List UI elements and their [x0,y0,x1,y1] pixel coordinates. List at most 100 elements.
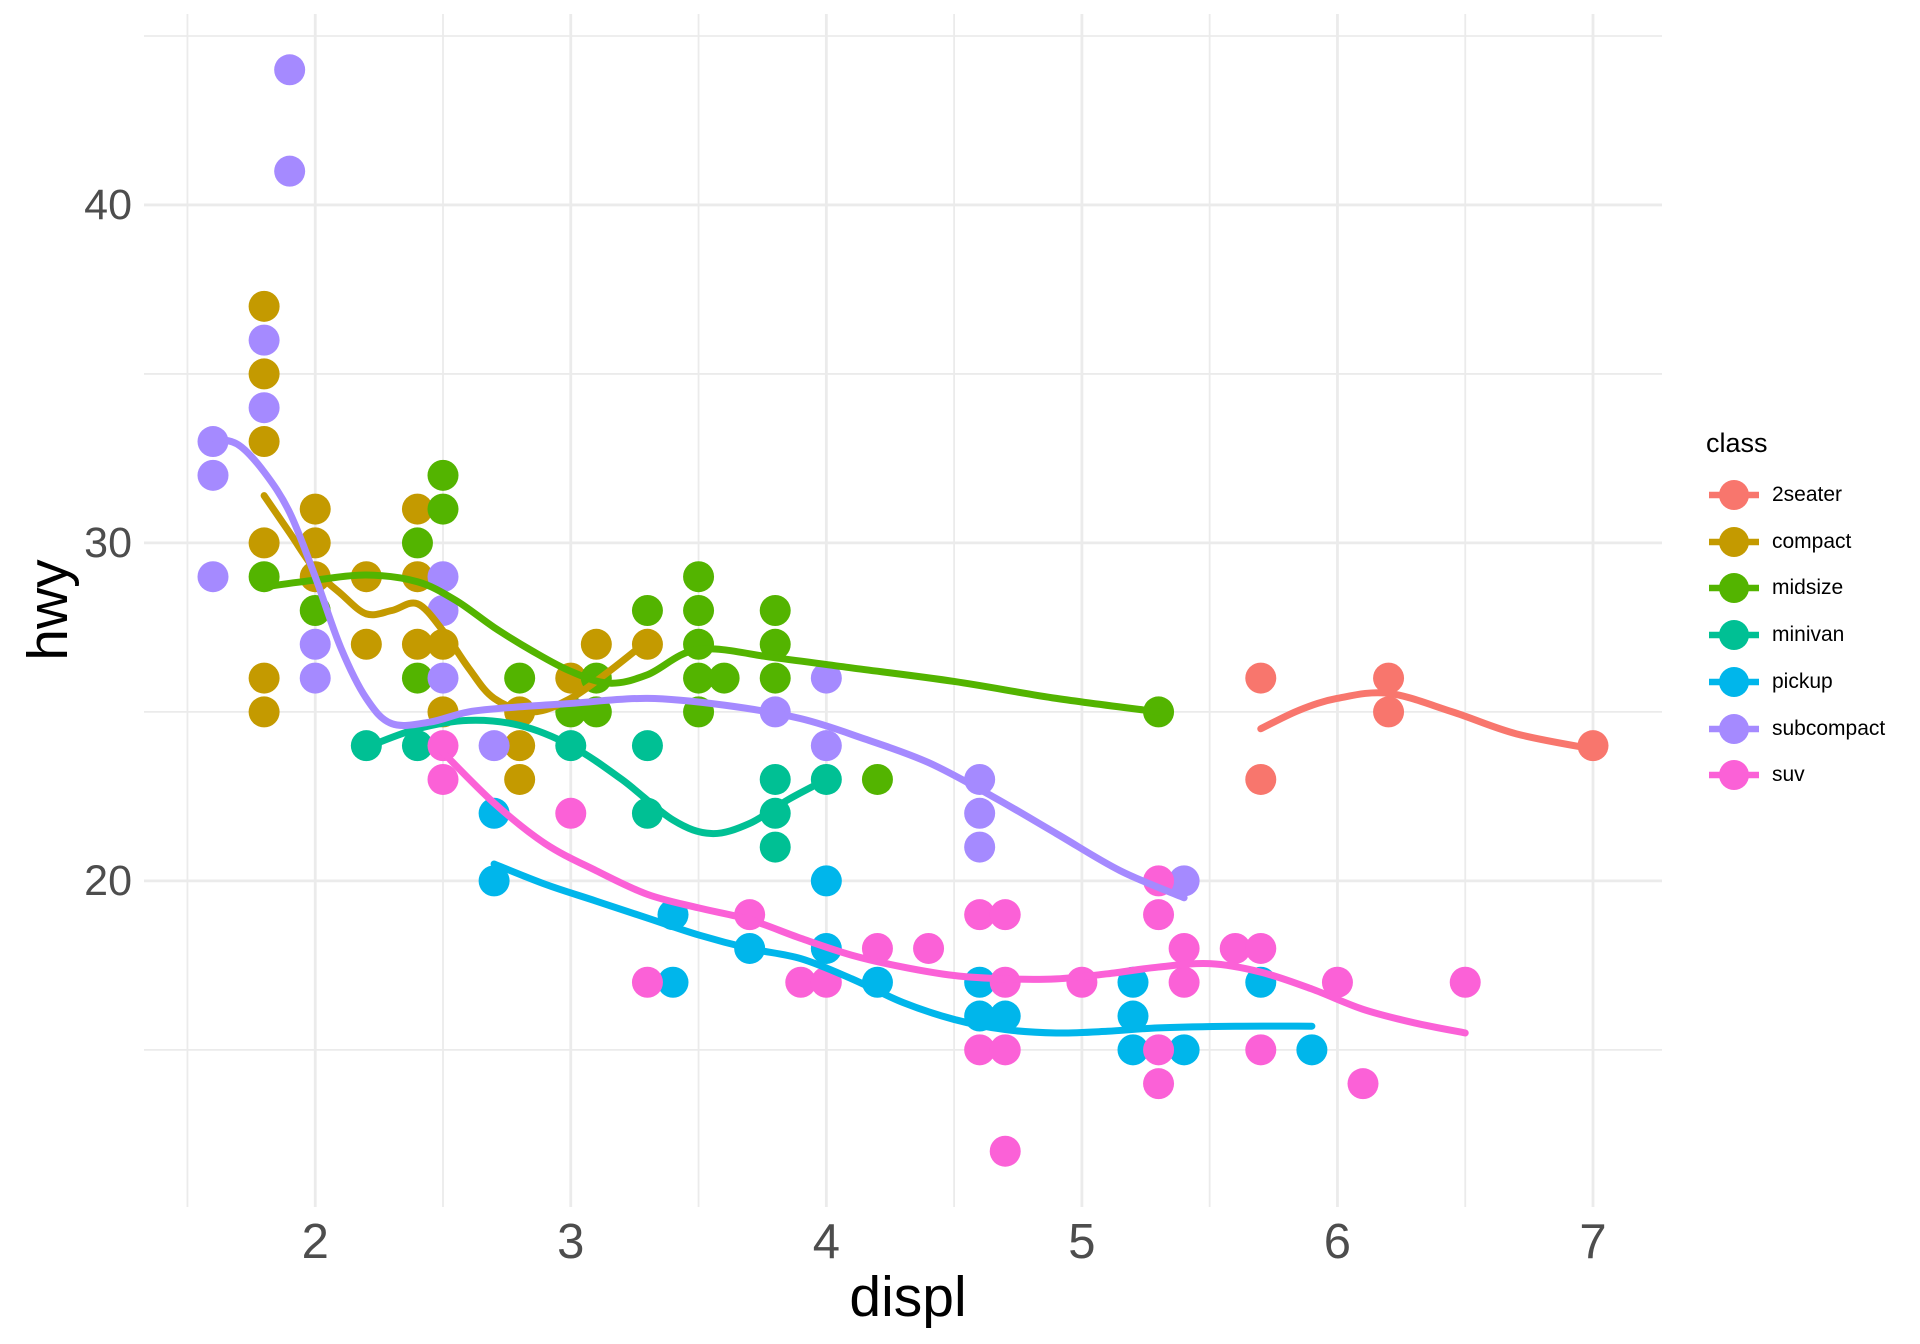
data-point-compact [299,493,331,525]
legend-key-midsize [1709,573,1759,604]
legend-key-dot [1719,713,1749,744]
data-point-subcompact [964,797,996,829]
data-point-subcompact [274,54,306,86]
legend-entry-pickup: pickup [1706,659,1833,705]
data-point-suv [785,966,817,998]
x-tick-label: 7 [1579,1215,1607,1269]
x-tick-label: 2 [301,1215,329,1269]
data-point-pickup [1296,1034,1328,1066]
data-point-midsize [708,662,740,694]
data-point-2seater [1245,763,1277,795]
data-point-midsize [683,595,715,626]
y-axis-title: hwy [16,559,80,661]
smooth-line-pickup [490,860,1316,1037]
x-tick-label: 4 [812,1215,840,1269]
data-point-compact [248,662,280,694]
data-point-compact [504,730,536,762]
y-tick-label: 20 [84,856,132,905]
legend-entry-midsize: midsize [1706,565,1843,611]
data-point-subcompact [274,155,306,187]
legend-key-pickup [1709,666,1759,697]
legend-entry-label: compact [1772,529,1852,553]
legend-key-compact [1709,526,1759,557]
legend-key-dot [1719,620,1749,651]
legend-key-dot [1719,480,1749,510]
legend-key-dot [1719,573,1749,604]
legend-entry-2seater: 2seater [1706,472,1842,518]
data-point-suv [1219,932,1251,964]
legend-entry-minivan: minivan [1706,612,1844,658]
data-point-subcompact [810,730,842,762]
data-point-compact [350,628,382,660]
legend-key-dot [1719,760,1749,791]
data-point-suv [989,1034,1021,1066]
data-point-midsize [631,595,663,626]
data-point-subcompact [197,561,229,593]
smooth-line-2seater [1257,689,1597,753]
data-point-compact [401,493,433,525]
legend-key-suv [1709,760,1759,791]
data-point-midsize [683,561,715,593]
legend-key-2seater [1709,480,1759,510]
y-tick-label: 30 [84,518,132,567]
data-point-compact [401,628,433,660]
data-point-suv [1168,966,1200,998]
data-point-midsize [427,493,459,525]
data-point-suv [1143,1034,1175,1066]
data-point-compact [248,290,280,322]
data-point-minivan [401,730,433,762]
data-point-2seater [1373,662,1405,694]
data-point-suv [1143,1068,1175,1100]
legend-entry-label: midsize [1772,576,1844,600]
smooth-line-minivan [362,716,830,838]
smooth-line-midsize [260,571,1163,716]
data-point-pickup [1117,1034,1149,1066]
data-point-suv [1245,1034,1277,1066]
data-point-subcompact [427,561,459,593]
legend-entry-label: pickup [1772,669,1833,693]
legend-title: class [1706,428,1768,458]
data-point-midsize [504,662,536,694]
data-point-midsize [759,662,791,694]
x-axis-title: displ [849,1265,967,1329]
data-point-subcompact [810,662,842,694]
data-point-suv [861,932,893,964]
data-point-pickup [1168,1034,1200,1066]
data-point-suv [1245,932,1277,964]
data-point-suv [427,763,459,795]
data-point-subcompact [1168,865,1200,897]
legend-entry-label: suv [1772,763,1805,787]
legend-key-dot [1719,666,1749,697]
data-point-subcompact [299,662,331,694]
data-point-compact [248,358,280,390]
data-point-suv [1347,1068,1379,1100]
data-point-compact [248,527,280,559]
data-point-suv [1168,932,1200,964]
data-point-subcompact [197,459,229,491]
data-point-subcompact [964,831,996,863]
data-point-suv [1143,899,1175,931]
data-point-midsize [861,763,893,795]
data-point-compact [248,696,280,728]
data-point-suv [989,899,1021,931]
y-tick-label: 40 [84,180,132,229]
x-tick-label: 3 [557,1215,585,1269]
data-point-compact [580,628,612,660]
data-point-pickup [1117,1000,1149,1032]
data-point-minivan [759,763,791,795]
data-point-subcompact [478,730,510,762]
data-point-subcompact [299,628,331,660]
x-tick-label: 6 [1323,1215,1352,1269]
data-point-2seater [1245,662,1277,694]
data-point-suv [1066,966,1098,998]
data-point-suv [1321,966,1353,998]
data-point-2seater [1373,696,1405,728]
data-point-suv [989,1135,1021,1167]
data-point-midsize [759,628,791,660]
data-point-subcompact [248,324,280,356]
data-point-midsize [683,662,715,694]
data-point-pickup [989,1000,1021,1032]
data-point-suv [631,966,663,998]
data-point-pickup [810,865,842,897]
